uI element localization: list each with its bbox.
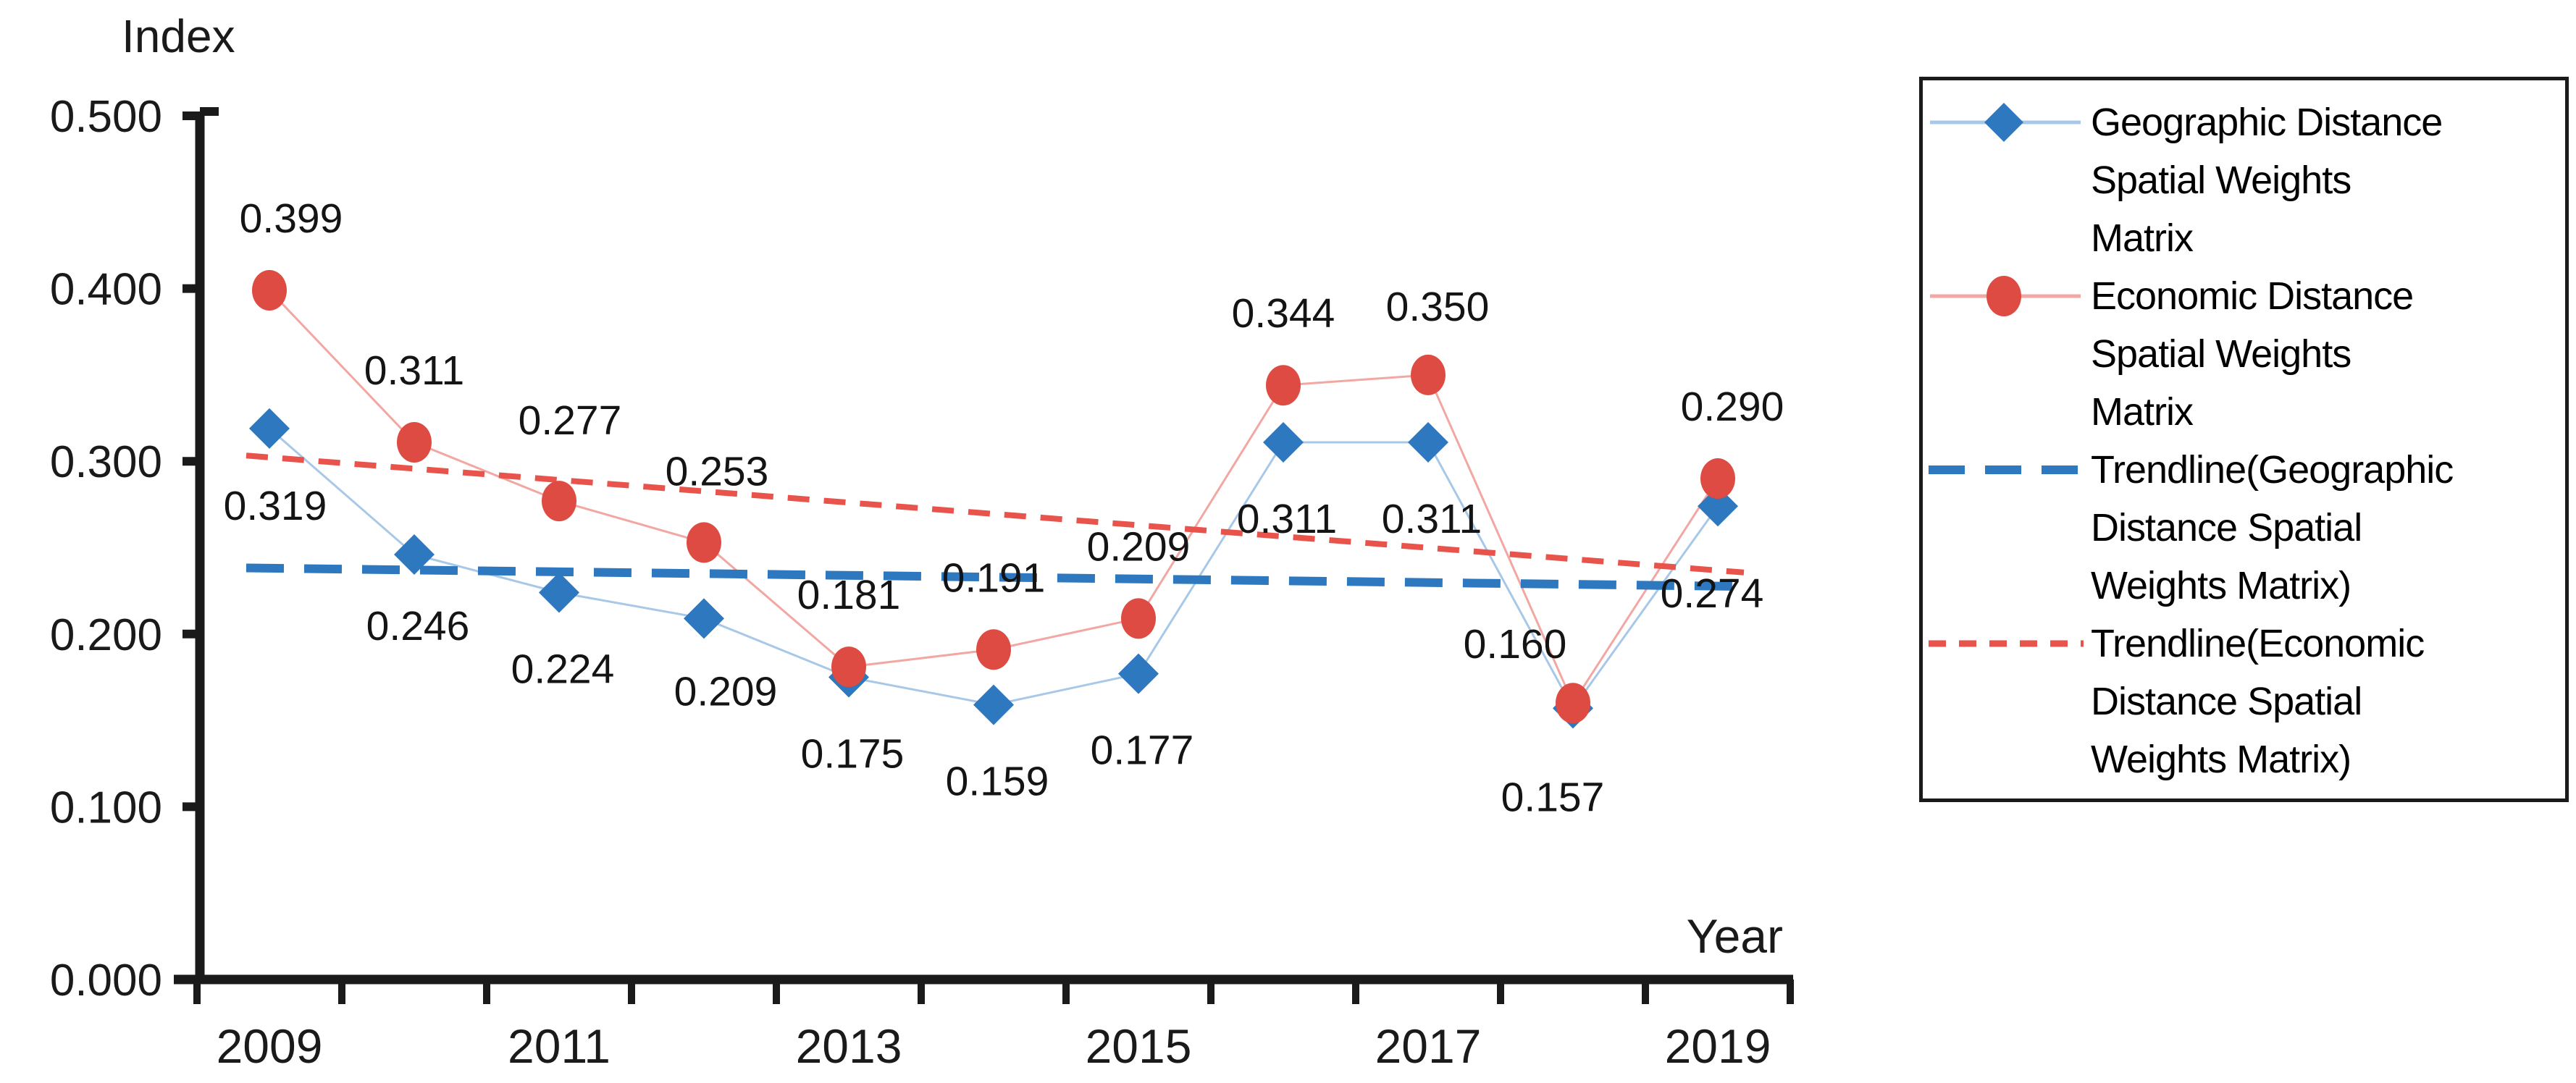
data-point-marker-geographic	[1118, 653, 1159, 694]
y-tick-label: 0.500	[50, 92, 162, 142]
legend-item-trendline-geographic: Trendline(Geographic Distance Spatial We…	[1923, 441, 2565, 615]
y-tick-label: 0.100	[50, 783, 162, 833]
data-label: 0.311	[1237, 496, 1337, 542]
legend-item-geographic: Geographic Distance Spatial Weights Matr…	[1923, 93, 2565, 267]
data-point-marker-geographic	[1698, 486, 1738, 527]
data-label: 0.181	[797, 572, 901, 618]
legend-label-geographic: Geographic Distance Spatial Weights Matr…	[2091, 93, 2443, 267]
data-point-marker-economic	[831, 646, 866, 688]
data-point-marker-geographic	[539, 572, 579, 613]
data-label: 0.175	[801, 730, 905, 777]
red-dash-icon	[1929, 640, 2084, 647]
data-point-marker-geographic	[1408, 421, 1448, 463]
data-label: 0.253	[666, 448, 769, 494]
data-label: 0.177	[1091, 728, 1194, 774]
legend-label-line: Trendline(Geographic	[2091, 448, 2454, 492]
trendline-geographic	[246, 563, 1745, 591]
data-label: 0.246	[366, 603, 470, 649]
legend-label-line: Matrix	[2091, 390, 2194, 434]
y-tick-label: 0.200	[50, 610, 162, 660]
data-label: 0.157	[1501, 774, 1605, 820]
data-label: 0.319	[224, 483, 327, 529]
data-point-marker-economic	[1121, 598, 1156, 639]
data-point-marker-economic	[1700, 458, 1735, 500]
blue-dash-icon	[1929, 465, 2084, 474]
data-label: 0.311	[364, 347, 464, 394]
legend-label-line: Weights Matrix)	[2091, 564, 2351, 607]
chart-canvas: 0.000 0.100 0.200 0.300 0.400 0.500 2009 2011 20…	[50, 10, 1794, 1073]
data-label: 0.274	[1661, 570, 1764, 617]
data-label: 0.209	[1087, 523, 1191, 570]
x-tick-label: 2019	[1665, 1019, 1771, 1073]
circle-series-icon	[1930, 276, 2081, 316]
legend-item-economic: Economic Distance Spatial Weights Matrix	[1923, 267, 2565, 441]
legend-label-line: Spatial Weights	[2091, 159, 2351, 202]
data-point-marker-economic	[1411, 354, 1446, 395]
y-tick-label: 0.000	[50, 956, 162, 1006]
data-point-marker-economic	[542, 481, 576, 522]
y-tick-label: 0.400	[50, 265, 162, 315]
data-label: 0.399	[240, 195, 343, 242]
y-tick-label: 0.300	[50, 437, 162, 487]
data-label: 0.350	[1386, 284, 1490, 330]
y-axis-title: Index	[122, 10, 235, 62]
data-point-marker-geographic	[684, 598, 724, 639]
diamond-series-icon	[1930, 103, 2081, 142]
x-tick-label: 2015	[1086, 1019, 1192, 1073]
data-point-marker-geographic	[973, 684, 1014, 725]
legend-label-line: Matrix	[2091, 216, 2194, 260]
data-point-marker-economic	[687, 522, 721, 563]
x-tick-label: 2009	[217, 1019, 323, 1073]
data-point-marker-economic	[976, 629, 1011, 670]
data-label: 0.290	[1681, 384, 1784, 430]
data-label: 0.224	[511, 646, 615, 693]
data-label: 0.160	[1464, 621, 1567, 667]
x-tick-label: 2017	[1375, 1019, 1482, 1073]
x-tick-label: 2011	[508, 1019, 611, 1073]
data-label: 0.191	[942, 555, 1046, 601]
data-point-marker-economic	[252, 269, 287, 311]
legend-label-line: Economic Distance	[2091, 274, 2414, 318]
data-point-marker-economic	[1266, 365, 1301, 406]
data-label: 0.344	[1232, 290, 1335, 337]
x-axis-title: Year	[1687, 909, 1783, 963]
data-label: 0.209	[674, 668, 778, 715]
legend-label-trendline-economic: Trendline(Economic Distance Spatial Weig…	[2091, 615, 2425, 788]
data-label: 0.277	[519, 397, 622, 444]
data-point-marker-geographic	[1263, 421, 1304, 463]
legend-label-line: Trendline(Economic	[2091, 622, 2425, 665]
data-label: 0.311	[1382, 496, 1482, 542]
legend-label-trendline-geographic: Trendline(Geographic Distance Spatial We…	[2091, 441, 2454, 615]
data-point-marker-geographic	[249, 408, 290, 449]
data-point-marker-economic	[397, 421, 432, 463]
data-point-marker-geographic	[394, 534, 435, 576]
legend-label-line: Distance Spatial	[2091, 680, 2362, 723]
trendline-economic	[246, 452, 1745, 576]
legend: Geographic Distance Spatial Weights Matr…	[1919, 77, 2569, 802]
legend-label-line: Spatial Weights	[2091, 332, 2351, 376]
legend-label-economic: Economic Distance Spatial Weights Matrix	[2091, 267, 2414, 441]
data-point-marker-economic	[1556, 683, 1590, 724]
legend-item-trendline-economic: Trendline(Economic Distance Spatial Weig…	[1923, 615, 2565, 788]
legend-label-line: Weights Matrix)	[2091, 738, 2351, 781]
legend-label-line: Distance Spatial	[2091, 506, 2362, 549]
legend-label-line: Geographic Distance	[2091, 101, 2443, 144]
x-tick-label: 2013	[796, 1019, 902, 1073]
data-label: 0.159	[946, 759, 1049, 805]
